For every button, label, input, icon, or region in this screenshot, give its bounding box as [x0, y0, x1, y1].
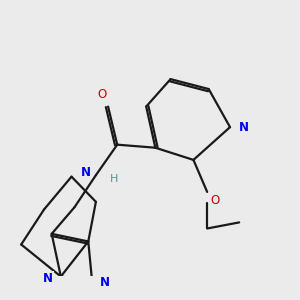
Text: O: O: [210, 194, 220, 207]
Text: N: N: [100, 276, 110, 289]
Text: N: N: [43, 272, 53, 284]
Text: N: N: [81, 166, 91, 178]
Text: N: N: [239, 121, 249, 134]
Text: O: O: [98, 88, 106, 101]
Text: H: H: [110, 174, 118, 184]
